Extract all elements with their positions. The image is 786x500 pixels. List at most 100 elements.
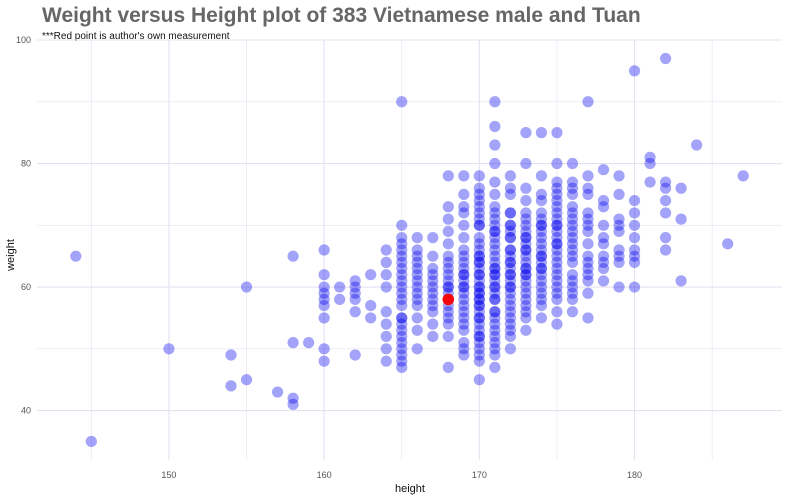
- data-point: [582, 269, 594, 281]
- data-point: [473, 343, 485, 355]
- data-point: [520, 157, 532, 170]
- data-point: [489, 318, 501, 330]
- data-point: [520, 306, 532, 318]
- data-point: [551, 219, 563, 231]
- data-point: [458, 318, 470, 330]
- data-point: [427, 330, 439, 343]
- data-point: [396, 318, 408, 330]
- data-point: [396, 219, 408, 231]
- data-point: [551, 225, 563, 238]
- data-point: [489, 120, 501, 133]
- data-point: [473, 293, 485, 306]
- x-tick-label: 160: [317, 470, 332, 480]
- data-point: [582, 182, 594, 194]
- data-point: [489, 287, 501, 299]
- data-point: [535, 219, 548, 231]
- data-point: [365, 269, 377, 281]
- data-point: [520, 250, 532, 262]
- data-point: [613, 225, 625, 238]
- data-point: [504, 232, 516, 244]
- data-point: [551, 306, 563, 318]
- highlight-points: [442, 293, 455, 306]
- data-point: [473, 269, 485, 281]
- minor-gridlines: [37, 40, 782, 460]
- data-point: [520, 312, 532, 324]
- data-point: [535, 238, 548, 250]
- data-point: [396, 250, 408, 262]
- chart-subtitle: ***Red point is author's own measurement: [42, 31, 230, 42]
- data-point: [489, 225, 501, 238]
- data-point: [535, 269, 548, 281]
- data-point: [504, 207, 516, 219]
- data-point: [458, 324, 470, 336]
- data-point: [442, 201, 454, 213]
- data-point: [551, 176, 563, 188]
- data-point: [473, 201, 485, 213]
- data-point: [582, 219, 594, 231]
- data-point: [520, 225, 532, 238]
- data-point: [458, 343, 470, 355]
- data-point: [442, 361, 454, 373]
- data-point: [520, 182, 532, 194]
- data-point: [582, 96, 594, 108]
- tick-labels: 150 160 170 180 40 60 80 100: [16, 35, 642, 480]
- data-point: [582, 287, 594, 299]
- data-point: [566, 293, 579, 306]
- data-point: [489, 281, 501, 293]
- data-point: [675, 213, 687, 225]
- data-point: [458, 281, 470, 293]
- data-point: [318, 355, 330, 367]
- data-point: [473, 170, 485, 182]
- data-point: [240, 281, 253, 293]
- data-point: [442, 250, 454, 262]
- data-point: [489, 250, 501, 262]
- data-point: [582, 238, 594, 250]
- data-point: [489, 262, 501, 275]
- data-point: [473, 194, 485, 207]
- data-point: [566, 176, 579, 188]
- data-point: [473, 299, 485, 312]
- data-point: [442, 281, 454, 293]
- data-point: [520, 127, 532, 139]
- data-point: [380, 269, 392, 281]
- data-point: [613, 244, 625, 256]
- data-point: [535, 281, 548, 293]
- data-point: [551, 262, 563, 275]
- data-point: [411, 293, 423, 306]
- data-point: [473, 318, 485, 330]
- data-point: [427, 281, 439, 293]
- data-point: [458, 232, 470, 244]
- data-point: [473, 182, 485, 194]
- data-point: [473, 355, 485, 367]
- data-point: [334, 281, 346, 293]
- data-point: [504, 269, 516, 281]
- data-point: [613, 188, 625, 201]
- data-point: [551, 201, 563, 213]
- data-point: [551, 238, 563, 250]
- data-point: [489, 213, 501, 225]
- data-point: [535, 127, 548, 139]
- data-point: [396, 275, 408, 287]
- data-point: [535, 225, 548, 238]
- data-point: [349, 349, 361, 361]
- data-point: [566, 287, 579, 299]
- data-point: [318, 293, 330, 306]
- data-point: [473, 324, 485, 336]
- data-point: [520, 281, 532, 293]
- data-point: [318, 244, 330, 256]
- data-point: [597, 219, 610, 231]
- data-point: [597, 256, 610, 268]
- data-point: [504, 281, 516, 293]
- data-point: [458, 293, 470, 306]
- data-point: [473, 306, 485, 318]
- data-point: [535, 250, 548, 262]
- data-point: [458, 281, 470, 293]
- data-point: [520, 238, 532, 250]
- data-point: [473, 219, 485, 231]
- data-point: [473, 281, 485, 293]
- highlight-point: [442, 293, 455, 306]
- data-point: [504, 244, 516, 256]
- data-point: [442, 170, 454, 182]
- data-point: [566, 157, 579, 170]
- data-point: [489, 201, 501, 213]
